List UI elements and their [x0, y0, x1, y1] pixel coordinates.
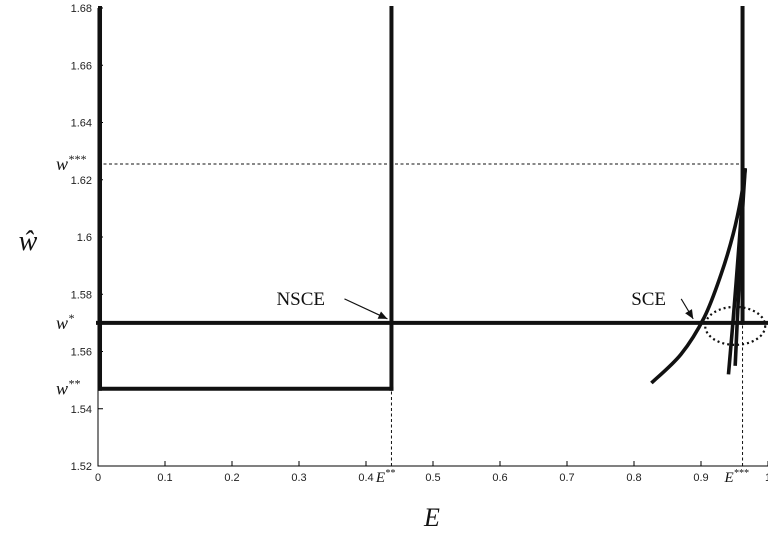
x-tick-label: 0	[95, 472, 101, 484]
x-tick-label: 0.7	[559, 472, 574, 484]
x-tick-label: 0.6	[492, 472, 507, 484]
annotation-nsce: NSCE	[276, 289, 325, 310]
annotation-arrowhead	[377, 311, 388, 319]
series-curve-7	[733, 168, 748, 366]
chart-labels: E ŵ	[19, 226, 440, 532]
annotation-arrowhead	[685, 309, 694, 319]
y-marker-label: w*	[56, 311, 74, 333]
x-tick-label: 1	[765, 472, 768, 484]
x-tick-label: 0.4	[358, 472, 373, 484]
y-tick-label: 1.56	[71, 347, 92, 359]
x-tick-label: 0.1	[157, 472, 172, 484]
x-tick-label: 0.8	[626, 472, 641, 484]
x-tick-label: 0.3	[291, 472, 306, 484]
axes-frame	[97, 8, 768, 467]
y-tick-label: 1.54	[71, 404, 92, 416]
x-tick-label: 0.5	[425, 472, 440, 484]
y-marker-label: w**	[56, 377, 80, 399]
sce-dotted-ellipse	[704, 305, 767, 346]
x-marker-label: E**	[375, 468, 395, 486]
x-axis-label: E	[423, 503, 440, 532]
x-tick-label: 0.9	[693, 472, 708, 484]
y-tick-label: 1.68	[71, 3, 92, 15]
plot-area: 0 0.1 0.2 0.3 0.4 0.5 0.6 0.7 0.8 0.9 1 1.52 1.54 1.5…	[56, 3, 768, 486]
x-marker-label: E***	[723, 468, 748, 486]
x-tick-label: 0.2	[224, 472, 239, 484]
y-tick-label: 1.66	[71, 60, 92, 72]
y-tick-label: 1.52	[71, 461, 92, 473]
y-tick-label: 1.58	[71, 289, 92, 301]
y-tick-label: 1.6	[77, 232, 92, 244]
annotation-sce: SCE	[631, 289, 666, 310]
y-axis-label: ŵ	[19, 226, 38, 257]
y-marker-label: w***	[56, 152, 86, 174]
y-tick-label: 1.62	[71, 175, 92, 187]
y-tick-label: 1.64	[71, 118, 92, 130]
